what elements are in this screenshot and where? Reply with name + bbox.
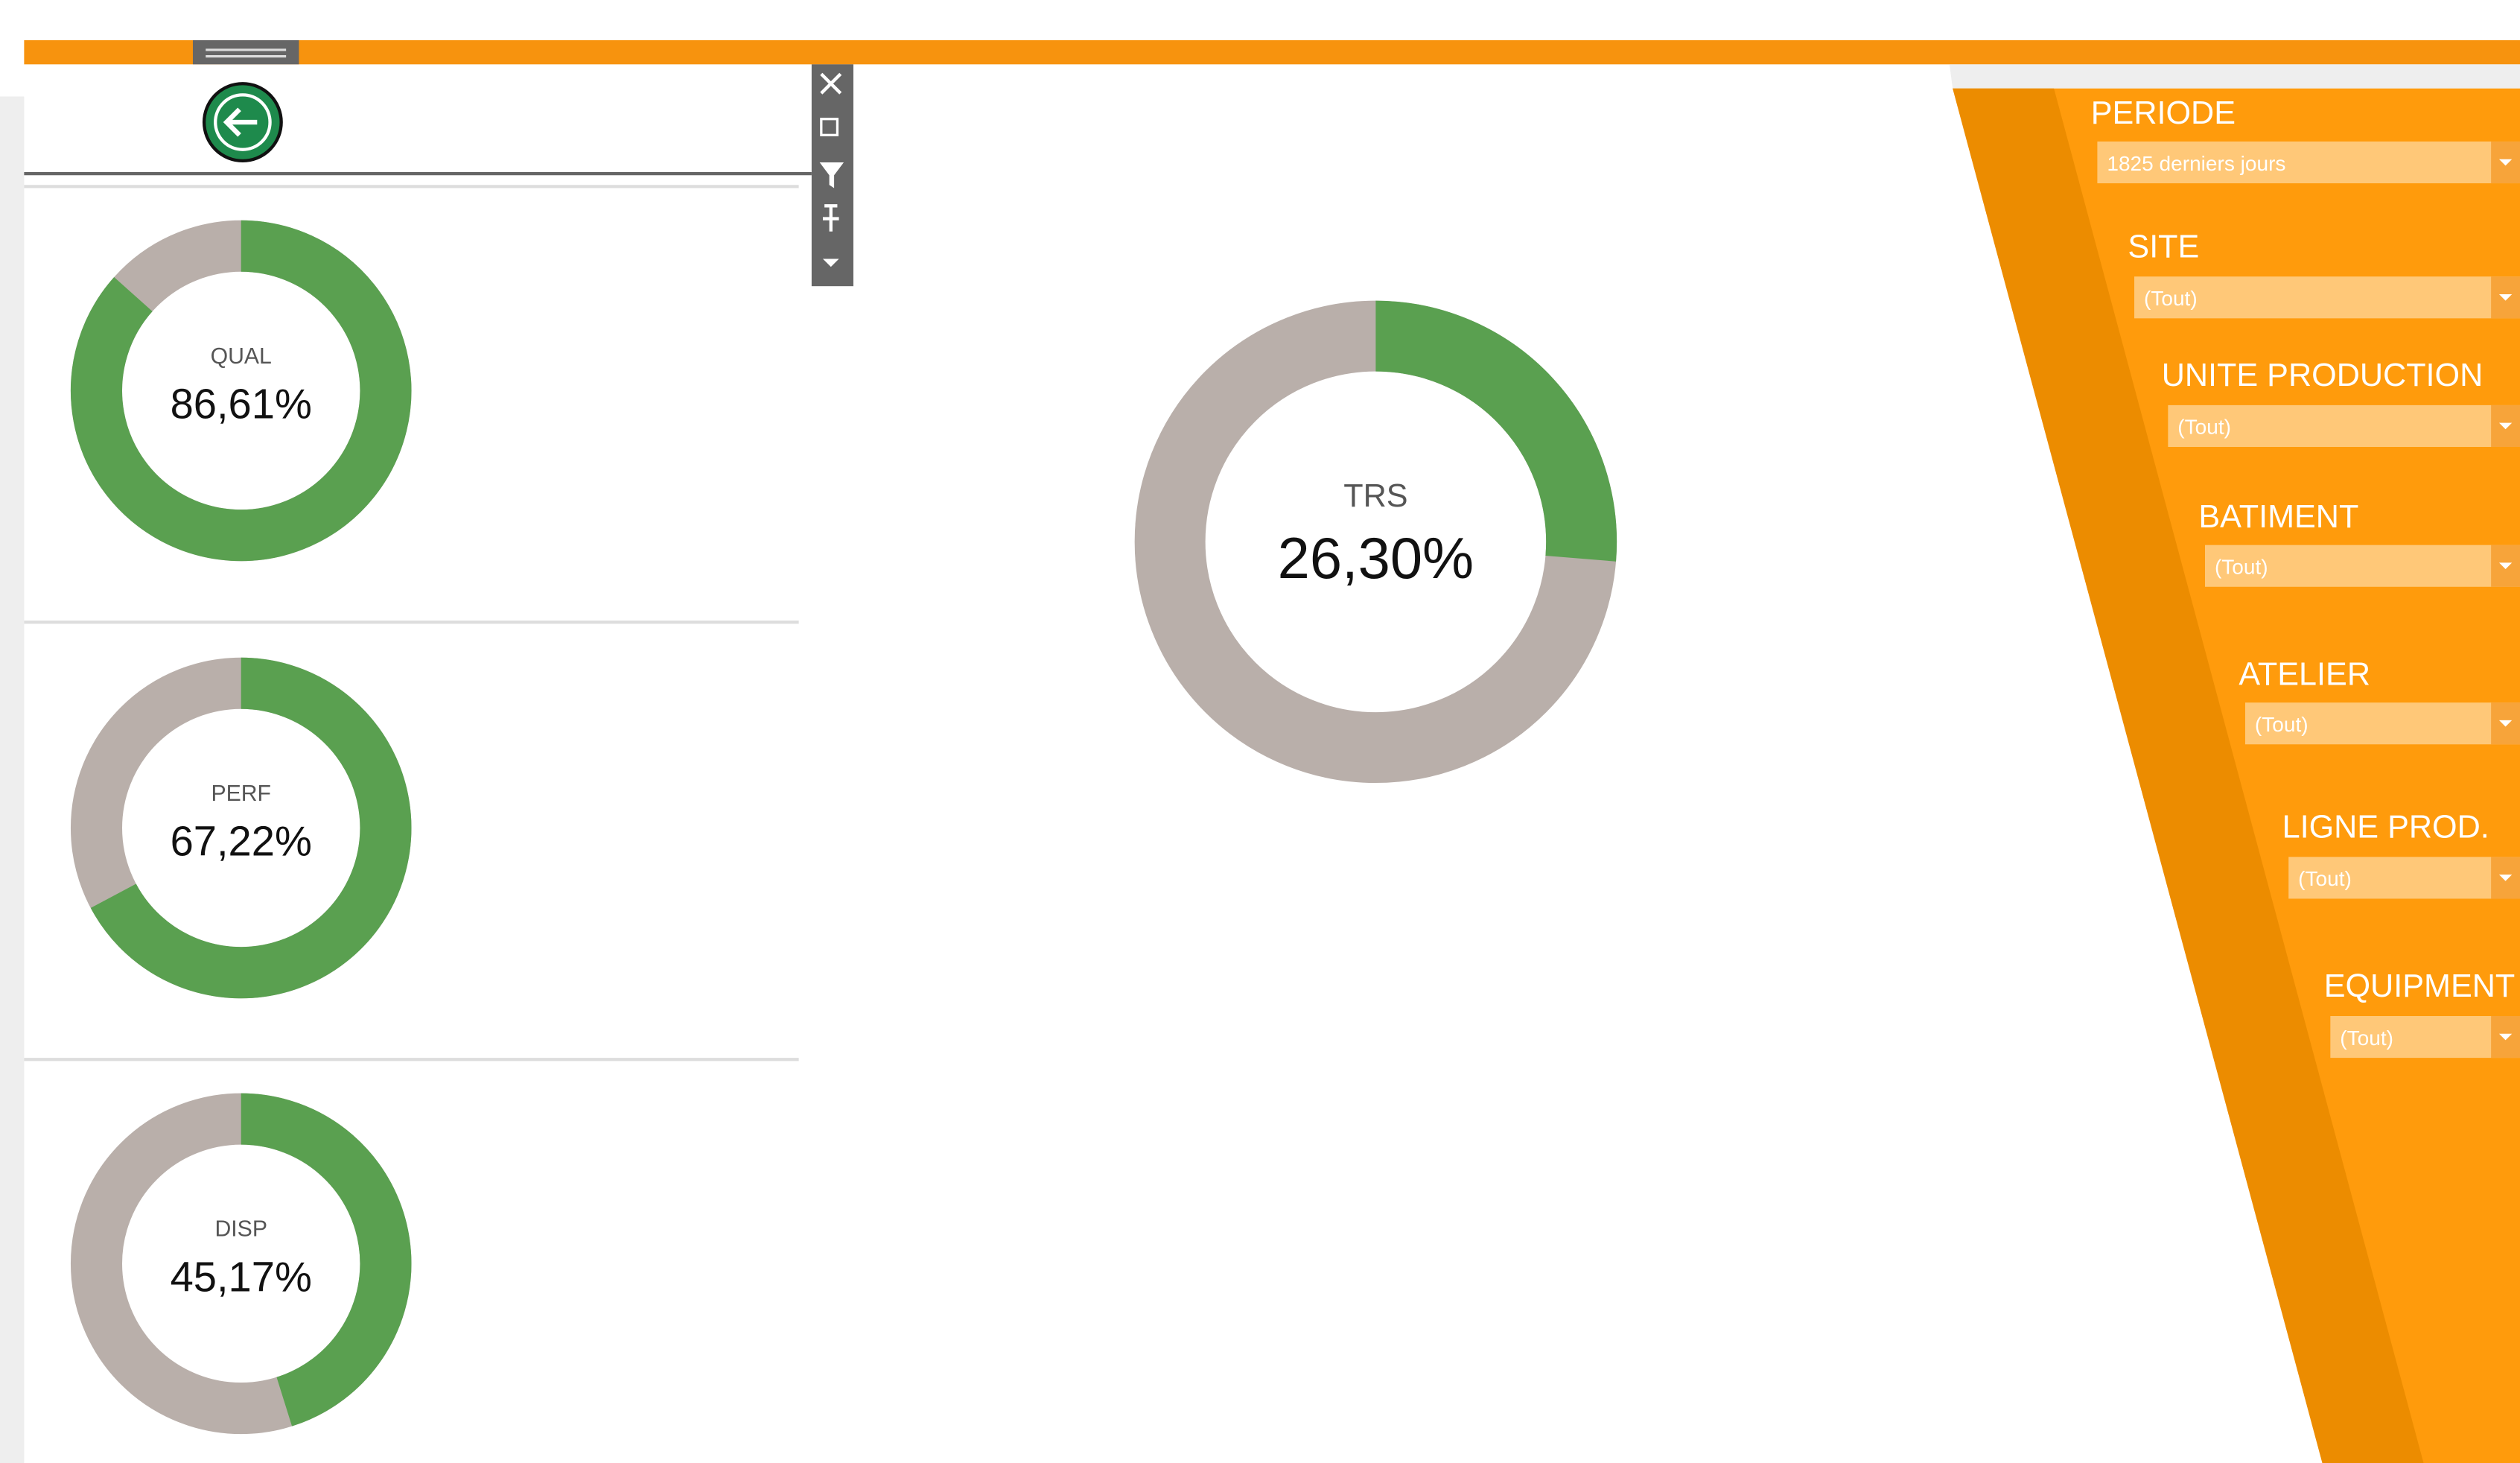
filter-label: BATIMENT: [2198, 499, 2358, 535]
panel-shadow: [1949, 64, 2520, 89]
toolbar: [811, 64, 853, 287]
dropdown-arrow: [2498, 562, 2513, 570]
close-icon[interactable]: [820, 72, 842, 95]
filter-icon[interactable]: [819, 162, 844, 188]
dropdown-box: [2134, 276, 2520, 319]
dropdown-box: [2205, 545, 2520, 587]
dropdown-arrow: [2498, 720, 2513, 727]
dropdown-arrow: [2498, 422, 2513, 430]
dropdown-box: [2097, 141, 2520, 184]
filter-dropdown[interactable]: (Tout): [2134, 276, 2520, 319]
filter-label: ATELIER: [2239, 656, 2370, 692]
drag-handle[interactable]: [192, 39, 299, 65]
filter-label: PERIODE: [2091, 95, 2236, 131]
gauge-arc: [70, 220, 412, 562]
dropdown-box: [2288, 857, 2520, 899]
menu-icon[interactable]: [822, 258, 839, 267]
dropdown-box: [2168, 404, 2520, 448]
left-margin: [0, 96, 25, 1463]
gauge-value: 86,61%: [171, 380, 312, 427]
filter-dropdown[interactable]: 1825 derniers jours: [2097, 141, 2520, 184]
dropdown-box: [2330, 1015, 2520, 1059]
dropdown-value: (Tout): [2298, 867, 2352, 890]
gauge-arc: [241, 1093, 412, 1426]
filter-label: UNITE PRODUCTION: [2162, 358, 2484, 393]
dropdown-arrow: [2498, 875, 2513, 881]
gauge-label: QUAL: [211, 344, 272, 369]
filter-dropdown[interactable]: (Tout): [2205, 545, 2520, 587]
dropdown-arrow: [2498, 159, 2513, 166]
dropdown-arrow: [2498, 293, 2513, 301]
filter-dropdown[interactable]: (Tout): [2168, 404, 2520, 448]
filter-panel-stripe: [1953, 88, 2424, 1463]
gauge-value: 45,17%: [171, 1253, 312, 1300]
dropdown-value: (Tout): [2340, 1026, 2393, 1050]
gauge-arc: [90, 657, 412, 999]
gauge-arc: [1375, 300, 1617, 562]
dropdown-box: [2244, 702, 2520, 745]
dropdown-value: 1825 derniers jours: [2107, 152, 2285, 175]
dropdown-value: (Tout): [2177, 416, 2231, 439]
dropdown-arrow: [2498, 1033, 2513, 1041]
gauge-value: 26,30%: [1278, 527, 1474, 591]
popout-icon[interactable]: [820, 118, 839, 136]
top-bar: [24, 39, 2520, 65]
gauge-value: 67,22%: [171, 817, 312, 864]
gauge-label: DISP: [214, 1217, 267, 1242]
filter-dropdown[interactable]: (Tout): [2288, 857, 2520, 899]
pin-icon[interactable]: [822, 204, 839, 232]
filter-label: SITE: [2128, 229, 2199, 264]
filter-label: LIGNE PROD.: [2282, 809, 2489, 845]
back-button[interactable]: [202, 82, 283, 163]
dropdown-value: (Tout): [2215, 556, 2268, 579]
gauge-label: PERF: [211, 781, 271, 806]
filter-dropdown[interactable]: (Tout): [2244, 702, 2520, 745]
dropdown-value: (Tout): [2144, 287, 2198, 310]
dropdown-value: (Tout): [2255, 713, 2309, 736]
filter-label: EQUIPMENT: [2324, 968, 2516, 1004]
filter-dropdown[interactable]: (Tout): [2330, 1015, 2520, 1059]
gauge-label: TRS: [1343, 478, 1407, 514]
